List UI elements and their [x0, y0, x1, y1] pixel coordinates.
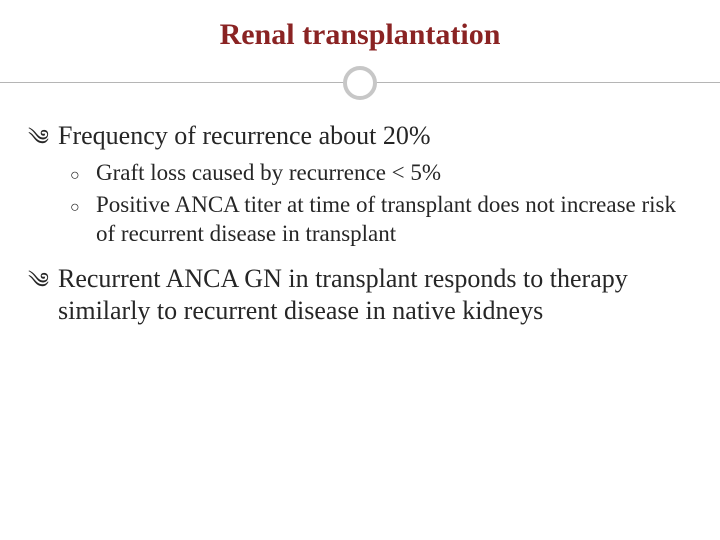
- list-item: ༄Frequency of recurrence about 20%: [28, 120, 692, 153]
- list-subitem: ○Positive ANCA titer at time of transpla…: [28, 191, 692, 249]
- list-subitem-text: Positive ANCA titer at time of transplan…: [96, 192, 676, 246]
- circle-bullet-icon: ○: [70, 198, 96, 218]
- circle-bullet-icon: ○: [70, 166, 96, 186]
- list-item-text: Recurrent ANCA GN in transplant responds…: [58, 264, 628, 326]
- list-item: ༄Recurrent ANCA GN in transplant respond…: [28, 263, 692, 328]
- swirl-bullet-icon: ༄: [28, 270, 58, 292]
- slide-body: ༄Frequency of recurrence about 20% ○Graf…: [0, 120, 720, 334]
- title-ring-icon: [343, 66, 377, 100]
- list-subitem: ○Graft loss caused by recurrence < 5%: [28, 159, 692, 188]
- slide: Renal transplantation ༄Frequency of recu…: [0, 0, 720, 540]
- swirl-bullet-icon: ༄: [28, 127, 58, 149]
- spacer: [28, 253, 692, 263]
- list-item-text: Frequency of recurrence about 20%: [58, 121, 431, 150]
- list-subitem-text: Graft loss caused by recurrence < 5%: [96, 160, 441, 185]
